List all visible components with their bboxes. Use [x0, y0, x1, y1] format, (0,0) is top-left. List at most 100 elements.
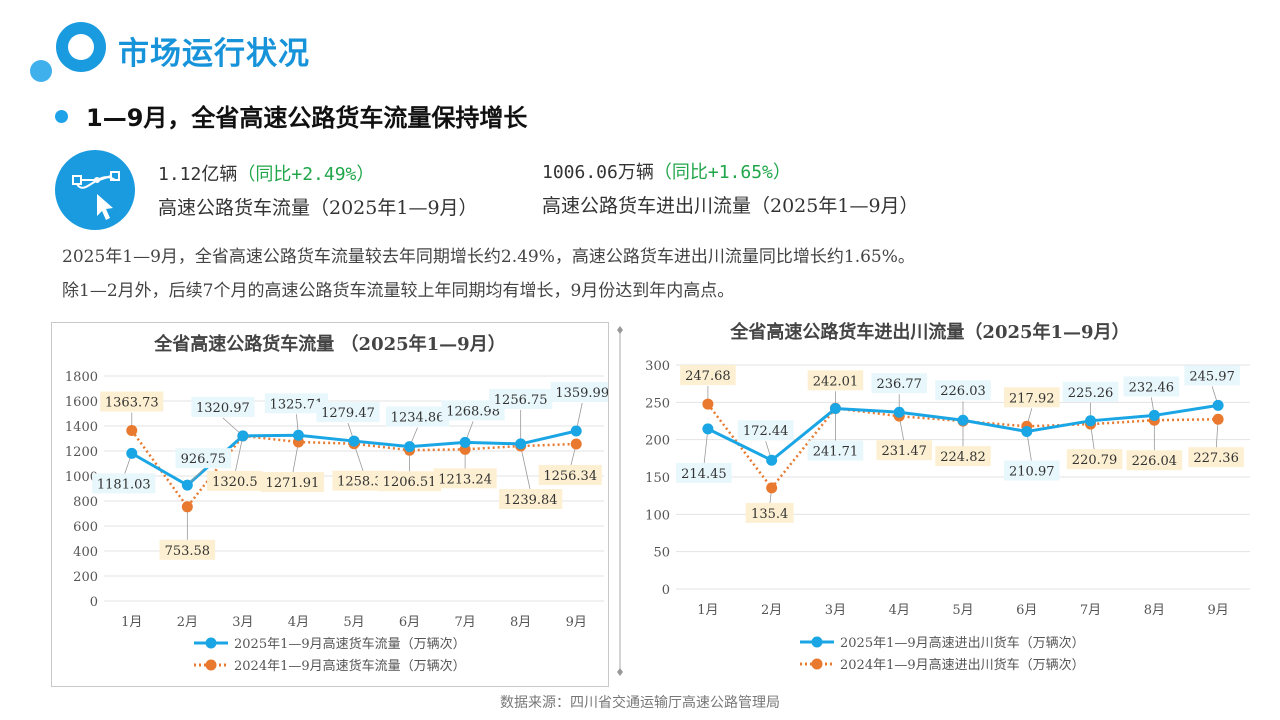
data-label-2025: 232.46 — [1129, 380, 1175, 395]
x-tick-label: 6月 — [399, 615, 420, 630]
y-tick-label: 0 — [90, 595, 98, 610]
data-label-2024: 753.58 — [165, 544, 211, 559]
x-tick-label: 7月 — [1080, 603, 1101, 618]
x-tick-label: 5月 — [343, 615, 364, 630]
data-label-2024: 1239.84 — [504, 493, 558, 508]
x-tick-label: 2月 — [761, 603, 782, 618]
data-label-2024: 1258.39 — [337, 475, 391, 490]
x-tick-label: 2月 — [177, 615, 198, 630]
point-2024 — [1212, 413, 1224, 425]
data-label-2025: 245.97 — [1189, 369, 1235, 384]
x-tick-label: 3月 — [825, 603, 846, 618]
data-label-2025: 236.77 — [876, 377, 922, 392]
point-2025 — [893, 406, 905, 418]
y-tick-label: 800 — [73, 495, 98, 510]
x-tick-label: 9月 — [1207, 603, 1228, 618]
point-2025 — [292, 429, 304, 441]
data-label-bg-2024 — [1003, 387, 1060, 408]
data-label-bg-2025 — [550, 382, 608, 403]
data-label-bg-2025 — [1123, 376, 1180, 397]
data-label-2025: 225.26 — [1068, 386, 1114, 401]
data-label-bg-2025 — [871, 373, 928, 394]
kpi-value-1-yoy: （同比+2.49%） — [237, 164, 375, 185]
y-tick-label: 400 — [73, 545, 98, 560]
chart-left: 全省高速公路货车流量 （2025年1—9月）020040060080010001… — [65, 333, 608, 674]
data-label-2024: 1271.91 — [266, 476, 320, 491]
legend-marker — [205, 637, 217, 649]
data-label-bg-2025 — [935, 380, 991, 401]
x-tick-label: 4月 — [889, 603, 910, 618]
x-tick-label: 8月 — [1144, 603, 1165, 618]
x-tick-label: 8月 — [510, 615, 531, 630]
x-tick-label: 7月 — [454, 615, 475, 630]
logo-small-circle — [30, 60, 52, 82]
leader-line — [520, 445, 532, 493]
chart-title: 全省高速公路货车流量 （2025年1—9月） — [153, 333, 505, 355]
legend-label: 2025年1—9月高速货车流量（万辆次） — [234, 636, 466, 652]
data-label-bg-2024 — [745, 502, 794, 523]
data-label-2024: 217.92 — [1009, 391, 1055, 406]
data-label-2024: 1256.34 — [543, 469, 597, 484]
point-2025 — [459, 436, 471, 448]
leader-line — [234, 435, 244, 475]
data-label-2024: 1320.5 — [212, 475, 258, 490]
point-2025 — [1148, 409, 1160, 421]
data-label-bg-2025 — [1062, 381, 1119, 402]
data-label-bg-2025 — [807, 440, 864, 461]
kpi-label-2: 高速公路货车进出川流量（2025年1—9月） — [542, 195, 919, 217]
logo-ring-icon — [56, 22, 106, 72]
data-label-2025: 226.03 — [940, 384, 986, 399]
leader-line — [703, 428, 709, 466]
data-label-bg-2024 — [100, 391, 164, 412]
legend-marker — [811, 658, 823, 670]
point-2025 — [702, 423, 714, 435]
data-label-bg-2025 — [1003, 460, 1060, 481]
point-2024 — [126, 425, 138, 437]
section-heading: 1—9月，全省高速公路货车流量保持增长 — [86, 104, 528, 132]
data-label-2025: 1234.86 — [391, 411, 445, 426]
data-label-2024: 231.47 — [881, 444, 927, 459]
data-label-2025: 1256.75 — [494, 393, 548, 408]
point-2024 — [766, 482, 778, 494]
data-label-2024: 227.36 — [1193, 451, 1239, 466]
data-label-bg-2024 — [680, 365, 736, 386]
legend-marker — [205, 659, 217, 671]
point-2025 — [1212, 399, 1224, 411]
point-2025 — [515, 438, 527, 450]
point-2025 — [570, 425, 582, 437]
y-tick-label: 100 — [645, 508, 670, 523]
summary-line-1: 2025年1—9月，全省高速公路货车流量较去年同期增长约2.49%，高速公路货车… — [62, 247, 915, 267]
data-label-2024: 242.01 — [813, 374, 859, 389]
data-label-bg-2025 — [385, 406, 450, 427]
kpi-value-2-number: 1006.06万辆 — [542, 162, 654, 183]
data-label-2025: 926.75 — [181, 452, 227, 467]
y-tick-label: 200 — [73, 570, 98, 585]
data-label-bg-2024 — [935, 446, 991, 467]
legend-label: 2024年1—9月高速货车流量（万辆次） — [234, 658, 466, 674]
leader-line — [292, 441, 299, 476]
data-label-2025: 241.71 — [813, 445, 859, 460]
kpi-value-1-number: 1.12亿辆 — [158, 164, 238, 185]
data-label-2024: 220.79 — [1072, 453, 1118, 468]
data-label-2025: 1325.71 — [270, 397, 324, 412]
data-label-bg-2025 — [316, 402, 380, 423]
data-label-2024: 247.68 — [685, 369, 731, 384]
data-label-bg-2024 — [1188, 447, 1244, 468]
data-label-bg-2024 — [1126, 450, 1183, 471]
data-label-2025: 1181.03 — [97, 477, 151, 492]
data-label-2025: 1279.47 — [321, 406, 375, 421]
data-source: 数据来源：四川省交通运输厅高速公路管理局 — [500, 695, 780, 711]
page-title: 市场运行状况 — [118, 36, 310, 72]
data-label-bg-2024 — [260, 472, 325, 493]
x-tick-label: 1月 — [121, 615, 142, 630]
kpi-value-2: 1006.06万辆（同比+1.65%） — [542, 158, 791, 184]
point-2025 — [126, 447, 138, 459]
point-2024 — [181, 501, 193, 513]
data-label-2024: 1206.51 — [383, 475, 437, 490]
y-tick-label: 300 — [645, 359, 670, 374]
x-tick-label: 1月 — [697, 603, 718, 618]
summary-line-2: 除1—2月外，后续7个月的高速公路货车流量较上年同期均有增长，9月份达到年内高点… — [62, 281, 735, 301]
data-label-bg-2025 — [737, 420, 794, 441]
data-label-bg-2025 — [676, 462, 732, 483]
legend-marker — [811, 636, 823, 648]
